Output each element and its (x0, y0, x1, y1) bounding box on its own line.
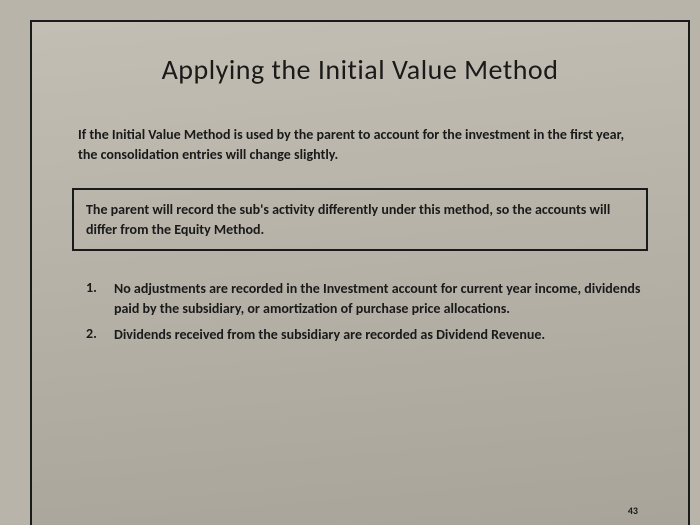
page-number: 43 (628, 504, 638, 517)
list-text: No adjustments are recorded in the Inves… (114, 279, 642, 318)
slide-page: Applying the Initial Value Method If the… (30, 20, 690, 525)
highlight-text: The parent will record the sub's activit… (86, 200, 634, 239)
list-number: 2. (86, 325, 114, 345)
numbered-list: 1. No adjustments are recorded in the In… (72, 279, 648, 344)
list-item: 2. Dividends received from the subsidiar… (86, 325, 642, 345)
list-item: 1. No adjustments are recorded in the In… (86, 279, 642, 318)
list-text: Dividends received from the subsidiary a… (114, 325, 545, 345)
list-number: 1. (86, 279, 114, 318)
slide-title: Applying the Initial Value Method (72, 52, 648, 87)
intro-paragraph: If the Initial Value Method is used by t… (72, 125, 648, 164)
highlight-box: The parent will record the sub's activit… (72, 188, 648, 251)
